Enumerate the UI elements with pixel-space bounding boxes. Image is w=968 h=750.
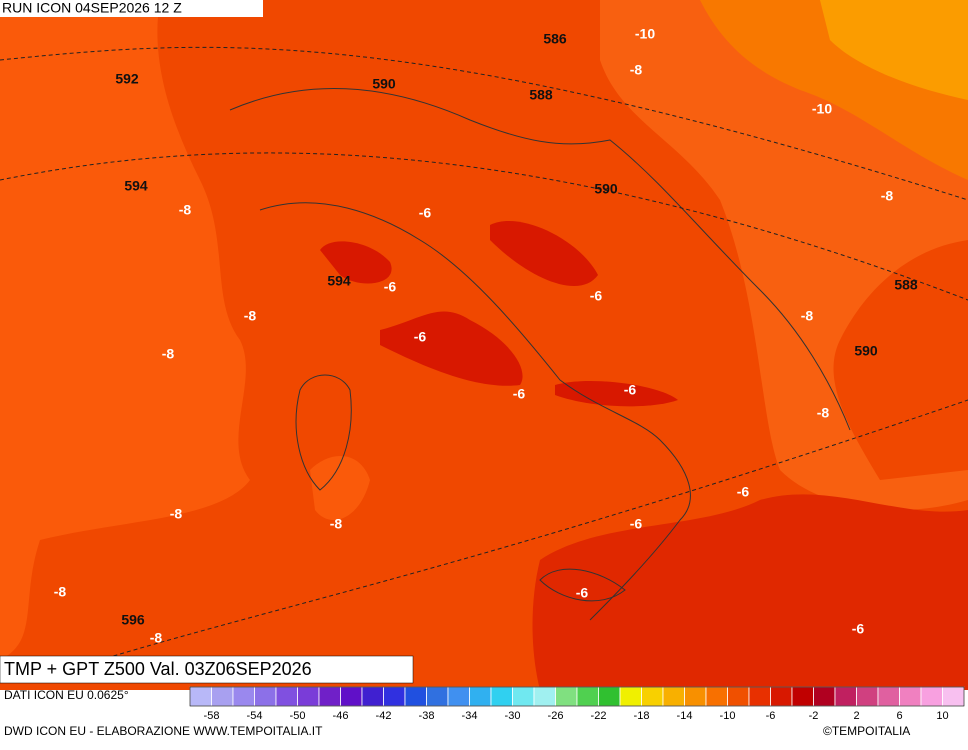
contour-label: -8 xyxy=(817,405,830,421)
legend-swatch xyxy=(921,687,943,706)
contour-label: -6 xyxy=(513,386,526,402)
contour-label: 588 xyxy=(529,87,553,103)
contour-label: -6 xyxy=(590,288,603,304)
logo: ©TEMPOITALIA xyxy=(823,724,910,738)
legend-swatch xyxy=(943,687,965,706)
legend-tick-label: -6 xyxy=(766,710,776,722)
legend-swatch xyxy=(427,687,449,706)
contour-label: -8 xyxy=(54,584,67,600)
contour-label: 594 xyxy=(327,273,351,289)
contour-label: 586 xyxy=(543,31,567,47)
contour-label: 590 xyxy=(594,181,618,197)
contour-label: -6 xyxy=(630,516,643,532)
legend-swatch xyxy=(448,687,470,706)
legend-swatch xyxy=(470,687,492,706)
legend-swatch xyxy=(728,687,750,706)
legend-tick-label: -58 xyxy=(204,710,220,722)
contour-label: 592 xyxy=(115,71,139,87)
legend-swatch xyxy=(319,687,341,706)
legend-tick-label: -30 xyxy=(505,710,521,722)
legend-swatch xyxy=(663,687,685,706)
legend-swatch xyxy=(814,687,836,706)
legend-swatch xyxy=(878,687,900,706)
legend-swatch xyxy=(857,687,879,706)
contour-label: -8 xyxy=(162,346,175,362)
legend-tick-label: -50 xyxy=(290,710,306,722)
legend-tick-label: 2 xyxy=(853,710,859,722)
legend-tick-label: -22 xyxy=(591,710,607,722)
contour-label: -8 xyxy=(179,202,192,218)
contour-label: -6 xyxy=(576,585,589,601)
contour-label: 596 xyxy=(121,612,145,628)
contour-label: 588 xyxy=(894,277,918,293)
legend-swatch xyxy=(835,687,857,706)
legend-tick-label: -46 xyxy=(333,710,349,722)
contour-label: -8 xyxy=(630,62,643,78)
legend-swatch xyxy=(577,687,599,706)
legend-swatch xyxy=(599,687,621,706)
legend-tick-label: -26 xyxy=(548,710,564,722)
contour-label: 590 xyxy=(372,76,396,92)
legend-swatch xyxy=(491,687,513,706)
contour-label: -6 xyxy=(384,279,397,295)
legend-tick-label: -42 xyxy=(376,710,392,722)
legend-tick-label: 6 xyxy=(896,710,902,722)
legend-tick-label: 10 xyxy=(936,710,948,722)
legend-swatch xyxy=(341,687,363,706)
contour-label: 590 xyxy=(854,343,878,359)
legend-swatch xyxy=(620,687,642,706)
credit: DWD ICON EU - ELABORAZIONE WWW.TEMPOITAL… xyxy=(4,724,323,738)
legend-tick-label: -10 xyxy=(720,710,736,722)
legend-tick-label: -38 xyxy=(419,710,435,722)
contour-label: -8 xyxy=(881,188,894,204)
legend-tick-label: -34 xyxy=(462,710,478,722)
legend-swatch xyxy=(362,687,384,706)
legend-tick-label: -54 xyxy=(247,710,263,722)
legend-swatch xyxy=(276,687,298,706)
contour-label: -10 xyxy=(635,26,655,42)
legend-swatch xyxy=(706,687,728,706)
color-legend: -58-54-50-46-42-38-34-30-26-22-18-14-10-… xyxy=(190,687,964,722)
legend-tick-label: -18 xyxy=(634,710,650,722)
run-label: RUN ICON 04SEP2026 12 Z xyxy=(2,0,182,16)
legend-swatch xyxy=(642,687,664,706)
contour-label: -6 xyxy=(414,329,427,345)
legend-tick-label: -14 xyxy=(677,710,693,722)
legend-swatch xyxy=(749,687,771,706)
contour-label: -6 xyxy=(737,484,750,500)
contour-label: -8 xyxy=(801,308,814,324)
legend-swatch xyxy=(771,687,793,706)
map: 586 -10 592 590 -8 588 -10 594 -8 590 -6 -8 594 -6 -6 5… xyxy=(0,0,968,690)
contour-label: -8 xyxy=(170,506,183,522)
legend-swatch xyxy=(255,687,277,706)
legend-swatch xyxy=(900,687,922,706)
contour-label: 594 xyxy=(124,178,148,194)
legend-swatch xyxy=(534,687,556,706)
legend-swatch xyxy=(298,687,320,706)
contour-label: -6 xyxy=(624,382,637,398)
legend-swatch xyxy=(405,687,427,706)
legend-swatch xyxy=(233,687,255,706)
contour-label: -6 xyxy=(419,205,432,221)
legend-swatch xyxy=(212,687,234,706)
legend-swatch xyxy=(513,687,535,706)
map-title: TMP + GPT Z500 Val. 03Z06SEP2026 xyxy=(4,659,312,679)
legend-swatch xyxy=(556,687,578,706)
legend-swatch xyxy=(792,687,814,706)
contour-label: -8 xyxy=(244,308,257,324)
contour-label: -8 xyxy=(150,630,163,646)
contour-label: -8 xyxy=(330,516,343,532)
contour-label: -6 xyxy=(852,621,865,637)
legend-swatch xyxy=(384,687,406,706)
legend-swatch xyxy=(685,687,707,706)
legend-swatch xyxy=(190,687,212,706)
legend-tick-label: -2 xyxy=(809,710,819,722)
data-source: DATI ICON EU 0.0625° xyxy=(4,688,129,702)
contour-label: -10 xyxy=(812,101,832,117)
